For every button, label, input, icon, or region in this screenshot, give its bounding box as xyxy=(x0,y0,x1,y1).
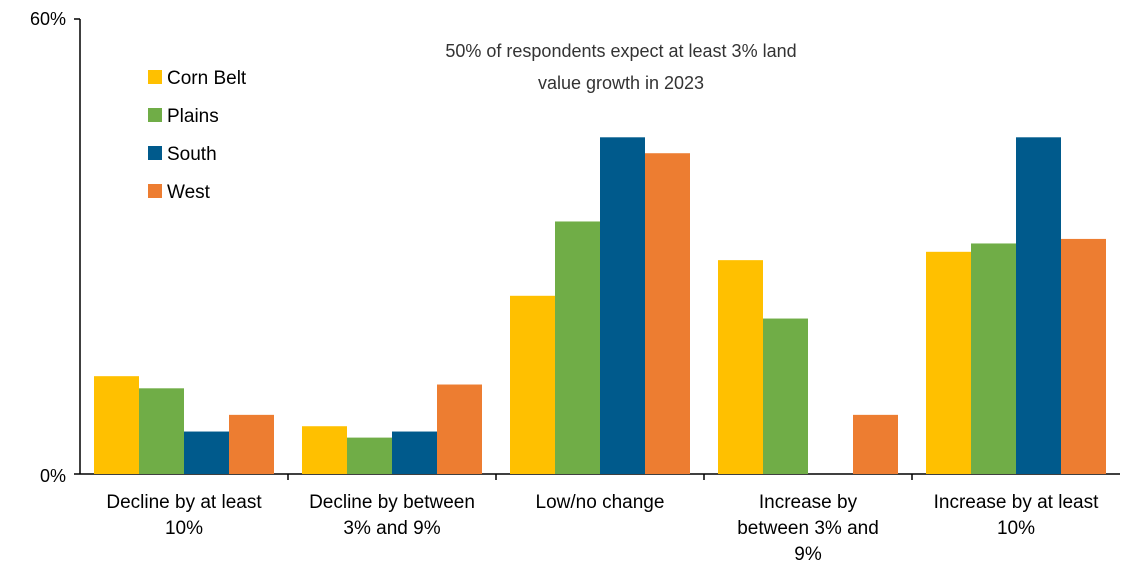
bar-plains-0 xyxy=(139,388,184,474)
bar-west-1 xyxy=(437,384,482,474)
legend-swatch-corn-belt xyxy=(148,70,162,84)
bar-west-2 xyxy=(645,153,690,474)
bar-plains-3 xyxy=(763,318,808,474)
bar-west-3 xyxy=(853,414,898,474)
bar-corn-belt-1 xyxy=(302,426,347,474)
bar-south-0 xyxy=(184,431,229,474)
legend: Corn Belt Plains South West xyxy=(148,68,247,203)
y-tick-label-top: 60% xyxy=(30,9,66,29)
annotation-line-2: value growth in 2023 xyxy=(538,73,704,93)
legend-label-south: South xyxy=(167,144,217,165)
bar-plains-2 xyxy=(555,221,600,474)
bar-corn-belt-4 xyxy=(926,251,971,474)
category-label-3-line-0: Increase by xyxy=(759,492,858,513)
category-label-4-line-0: Increase by at least xyxy=(934,492,1099,513)
legend-label-plains: Plains xyxy=(167,106,219,127)
category-label-0-line-0: Decline by at least xyxy=(106,492,262,513)
category-label-3-line-2: 9% xyxy=(794,544,822,565)
bar-west-4 xyxy=(1061,238,1106,474)
category-labels: Decline by at least 10% Decline by between… xyxy=(106,492,1099,565)
annotation-line-1: 50% of respondents expect at least 3% la… xyxy=(445,41,796,61)
legend-label-corn-belt: Corn Belt xyxy=(167,68,247,89)
bar-south-1 xyxy=(392,431,437,474)
category-label-0-line-1: 10% xyxy=(165,518,203,539)
y-tick-label-bottom: 0% xyxy=(40,466,66,486)
category-label-4-line-1: 10% xyxy=(997,518,1035,539)
bar-plains-4 xyxy=(971,243,1016,474)
legend-swatch-west xyxy=(148,184,162,198)
category-label-1-line-0: Decline by between xyxy=(309,492,475,513)
bar-south-2 xyxy=(600,137,645,475)
bar-corn-belt-3 xyxy=(718,260,763,474)
bar-corn-belt-0 xyxy=(94,376,139,474)
legend-swatch-south xyxy=(148,146,162,160)
category-label-2-line-0: Low/no change xyxy=(536,492,665,513)
bar-west-0 xyxy=(229,414,274,474)
legend-swatch-plains xyxy=(148,108,162,122)
annotation: 50% of respondents expect at least 3% la… xyxy=(445,41,796,93)
legend-label-west: West xyxy=(167,182,211,203)
category-label-3-line-1: between 3% and xyxy=(737,518,879,539)
bar-plains-1 xyxy=(347,437,392,474)
bars xyxy=(94,137,1106,475)
category-label-1-line-1: 3% and 9% xyxy=(343,518,440,539)
bar-south-4 xyxy=(1016,137,1061,475)
bar-corn-belt-2 xyxy=(510,295,555,474)
